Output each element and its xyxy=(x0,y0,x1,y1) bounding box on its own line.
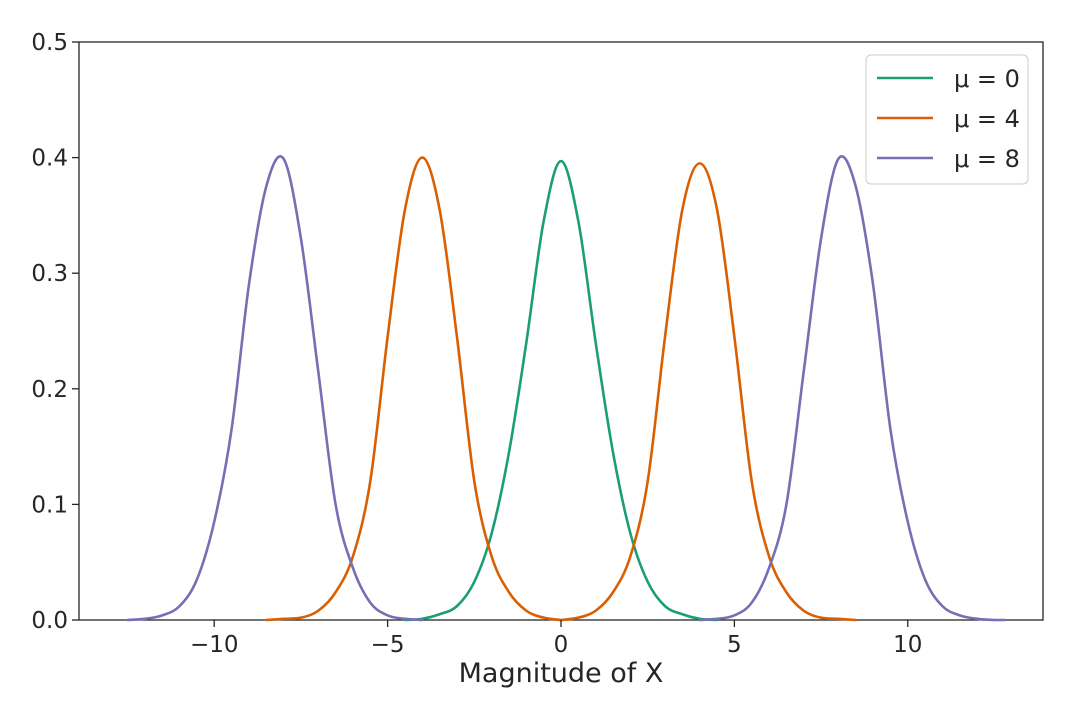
y-axis: 0.0 0.1 0.2 0.3 0.4 0.5 xyxy=(31,30,79,634)
legend-items: μ = 0 μ = 4 μ = 8 xyxy=(877,65,1020,173)
series-line-2-curve-0 xyxy=(126,155,424,622)
series-line-1-curve-0 xyxy=(264,156,563,622)
series-line-2-curve-1 xyxy=(698,155,1007,622)
y-tick-label: 0.3 xyxy=(31,261,68,287)
x-axis-label: Magnitude of X xyxy=(459,658,664,689)
y-tick-label: 0.2 xyxy=(31,377,68,403)
series-layer xyxy=(126,155,1007,622)
legend-label: μ = 4 xyxy=(954,105,1020,133)
x-axis: −10 −5 0 5 10 xyxy=(190,620,922,658)
x-tick-label: −5 xyxy=(371,632,405,658)
y-tick-label: 0.5 xyxy=(31,30,68,56)
y-tick-label: 0.1 xyxy=(31,492,68,518)
x-tick-label: −10 xyxy=(190,632,239,658)
legend-label: μ = 0 xyxy=(954,65,1020,93)
series-line-1-curve-1 xyxy=(559,162,858,622)
x-tick-label: 5 xyxy=(727,632,742,658)
y-tick-label: 0.0 xyxy=(31,608,68,634)
legend-label: μ = 8 xyxy=(954,145,1020,173)
y-tick-label: 0.4 xyxy=(31,146,68,172)
series-line-0-curve-0 xyxy=(403,159,719,622)
x-tick-label: 10 xyxy=(893,632,922,658)
x-tick-label: 0 xyxy=(554,632,569,658)
legend: μ = 0 μ = 4 μ = 8 xyxy=(865,54,1029,185)
legend-box xyxy=(865,54,1029,185)
